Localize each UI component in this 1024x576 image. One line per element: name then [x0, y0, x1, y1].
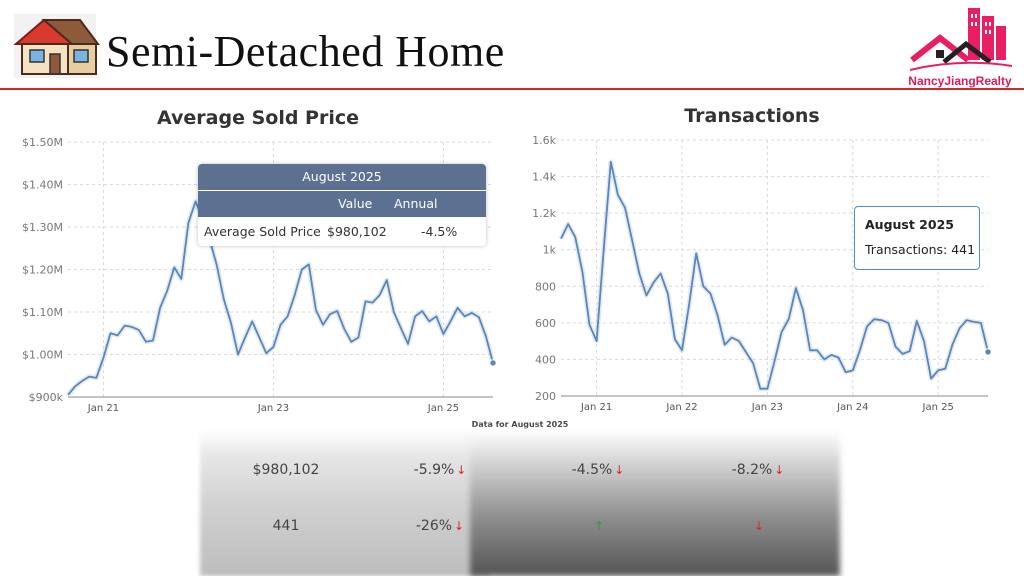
last-point-marker: [489, 359, 497, 367]
y-tick-label: $1.40M: [22, 179, 63, 192]
tooltip-columns: Value Annual Change: [198, 191, 486, 237]
row2-annual: ↑: [528, 518, 668, 534]
y-tick-label: $1.10M: [22, 306, 63, 319]
summary-table: Data for August 2025 $980,102 -5.9% ↓ -4.…: [200, 420, 840, 576]
x-tick-label: Jan 21: [580, 402, 612, 413]
row1-monthly: -5.9% ↓: [370, 462, 510, 478]
x-tick-label: Jan 24: [836, 402, 868, 413]
row2-monthly-text: -26%: [415, 518, 453, 534]
y-tick-label: $900k: [29, 391, 64, 404]
tooltip-row-value: $980,102: [327, 224, 387, 239]
x-tick-label: Jan 25: [427, 403, 459, 414]
header-rule: [0, 88, 1024, 90]
transactions-tooltip: August 2025 Transactions: 441: [854, 206, 980, 270]
arrow-down-icon: ↓: [774, 463, 785, 477]
tooltip-col-value: Value: [338, 196, 373, 211]
last-point-marker: [984, 348, 992, 356]
row1-value: $980,102: [252, 462, 320, 478]
row1-annual: -4.5% ↓: [528, 462, 668, 478]
tooltip-row-change: -4.5%: [421, 224, 458, 239]
realty-logo: [909, 8, 1013, 71]
row1-monthly-text: -5.9%: [413, 462, 455, 478]
y-tick-label: $1.30M: [22, 221, 63, 234]
row1-other-text: -8.2%: [731, 462, 773, 478]
y-tick-label: 400: [535, 353, 556, 366]
y-tick-label: 600: [535, 317, 556, 330]
x-tick-label: Jan 21: [87, 403, 119, 414]
row1-other: -8.2% ↓: [688, 462, 828, 478]
row2-other: ↓: [688, 518, 828, 534]
arrow-down-icon: ↓: [454, 519, 465, 533]
x-tick-label: Jan 22: [665, 402, 697, 413]
series-line: [560, 160, 989, 390]
house-icon: [13, 14, 100, 78]
arrow-down-icon: ↓: [753, 519, 765, 533]
table-caption: Data for August 2025: [471, 420, 569, 429]
y-tick-label: 1.2k: [532, 207, 556, 220]
table-band-right: [470, 430, 840, 576]
row2-monthly: -26% ↓: [370, 518, 510, 534]
tooltip-row: Average Sold Price $980,102 -4.5%: [198, 217, 486, 246]
chart-title-transactions: Transactions: [684, 105, 820, 127]
series-line-glow: [558, 159, 991, 392]
table-band-left: [200, 430, 490, 576]
x-tick-label: Jan 23: [257, 403, 289, 414]
y-tick-label: $1.50M: [22, 136, 63, 149]
page-title: Semi-Detached Home: [106, 27, 505, 76]
y-tick-label: 1.4k: [532, 171, 556, 184]
y-tick-label: 1.6k: [532, 134, 556, 147]
arrow-down-icon: ↓: [614, 463, 625, 477]
tooltip-col-change: Annual Change: [394, 196, 442, 237]
x-tick-label: Jan 23: [751, 402, 783, 413]
price-tooltip: August 2025 Value Annual Change Average …: [198, 164, 486, 246]
arrow-down-icon: ↓: [456, 463, 467, 477]
row1-annual-text: -4.5%: [571, 462, 613, 478]
arrow-up-icon: ↑: [593, 519, 605, 533]
tooltip-body: Transactions: 441: [865, 242, 976, 257]
y-tick-label: 800: [535, 280, 556, 293]
y-tick-label: $1.20M: [22, 264, 63, 277]
header: Semi-Detached Home NancyJiangRealty: [0, 0, 1024, 92]
logo-text: NancyJiangRealty: [908, 74, 1012, 88]
y-tick-label: $1.00M: [22, 349, 63, 362]
tooltip-row-label: Average Sold Price: [204, 224, 321, 239]
chart-title-price: Average Sold Price: [156, 107, 359, 129]
y-tick-label: 200: [535, 390, 556, 403]
x-tick-label: Jan 25: [922, 402, 954, 413]
tooltip-header: August 2025: [198, 164, 486, 191]
y-tick-label: 1k: [543, 244, 557, 257]
tooltip-title: August 2025: [865, 217, 954, 232]
row2-value: 441: [272, 518, 300, 534]
